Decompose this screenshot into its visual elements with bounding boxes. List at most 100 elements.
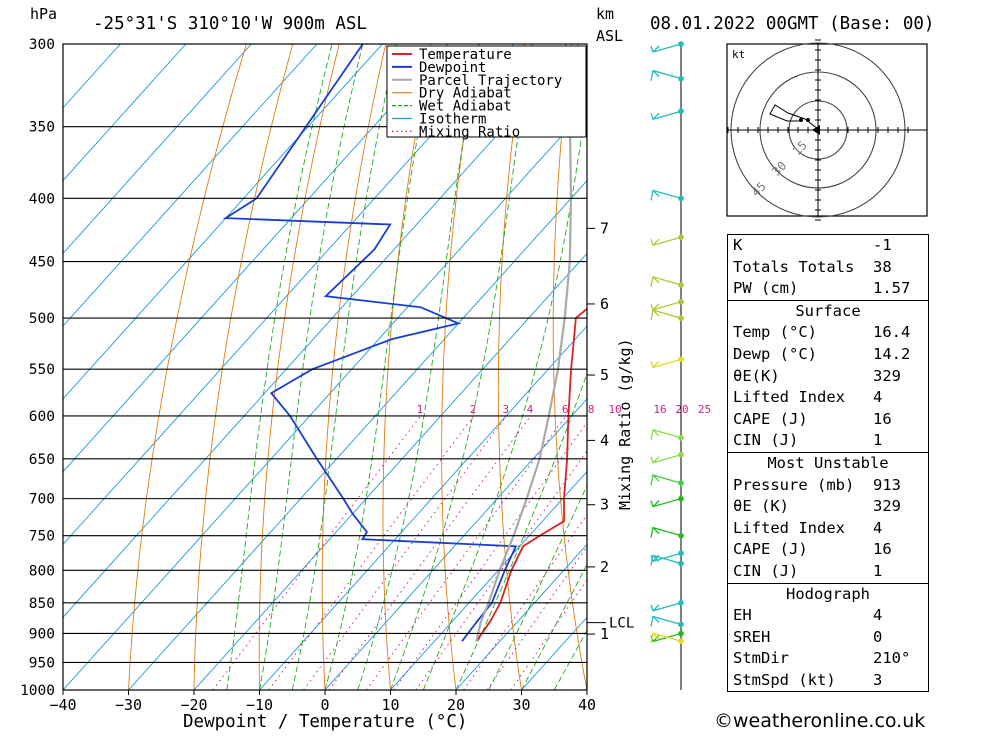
- isotherm-line: [0, 44, 448, 690]
- wet-adiabat-line: [456, 44, 670, 690]
- surface-dewp-row: Dewp (°C) 14.2: [728, 344, 928, 366]
- wind-level-dot: [678, 600, 684, 606]
- temp-tick-label: 40: [578, 696, 596, 714]
- wind-level-dot: [678, 638, 684, 644]
- surface-cin-label: CIN (J): [733, 430, 798, 452]
- pressure-tick-label: 300: [29, 37, 55, 53]
- surface-thetae-value: 329: [873, 366, 901, 388]
- pw-value: 1.57: [873, 278, 910, 300]
- stmspd-value: 3: [873, 670, 882, 692]
- wind-level-dot: [678, 480, 684, 486]
- wet-adiabat-line: [292, 44, 396, 690]
- mixing-ratio-line: [269, 416, 474, 690]
- mu-thetae-row: θE (K) 329: [728, 496, 928, 518]
- surface-cape-row: CAPE (J)16: [728, 409, 928, 431]
- surface-temp-value: 16.4: [873, 322, 910, 344]
- km-tick-label: 7: [600, 219, 609, 237]
- surface-cape-label: CAPE (J): [733, 409, 808, 431]
- most-unstable-header: Most Unstable: [728, 452, 928, 475]
- surface-thetae-label: θE(K): [733, 366, 780, 388]
- wind-barb: [651, 71, 681, 81]
- surface-li-value: 4: [873, 387, 882, 409]
- wind-barb: [651, 302, 681, 310]
- pressure-tick-label: 350: [29, 120, 55, 136]
- mu-cin-label: CIN (J): [733, 561, 798, 583]
- sreh-label: SREH: [733, 627, 770, 649]
- mu-cin-value: 1: [873, 561, 882, 583]
- mixing-ratio-label: 6: [562, 403, 569, 416]
- pressure-tick-label: 950: [29, 655, 55, 671]
- wind-level-dot: [678, 622, 684, 628]
- mixing-ratio-line: [329, 416, 531, 690]
- wind-barb: [651, 277, 681, 287]
- wind-barb: [651, 603, 681, 611]
- mixing-ratio-label: 2: [470, 403, 477, 416]
- wind-barb: [651, 475, 681, 485]
- isotherm-line: [0, 44, 382, 690]
- wind-level-dot: [678, 282, 684, 288]
- sreh-row: SREH 0: [728, 627, 928, 649]
- mu-thetae-label: θE (K): [733, 496, 789, 518]
- mixing-ratio-line: [304, 416, 507, 690]
- mixing-ratio-label: 25: [698, 403, 711, 416]
- mixing-ratio-label: 3: [503, 403, 510, 416]
- wind-level-dot: [678, 299, 684, 305]
- mixing-ratio-label: 20: [675, 403, 688, 416]
- mu-cin-row: CIN (J) 1: [728, 561, 928, 583]
- legend-entry: Mixing Ratio: [419, 124, 520, 140]
- pressure-tick-label: 600: [29, 409, 55, 425]
- surface-header: Surface: [728, 300, 928, 323]
- pressure-tick-label: 700: [29, 492, 55, 508]
- pw-row: PW (cm) 1.57: [728, 278, 928, 300]
- wind-barb: [651, 111, 681, 119]
- wind-level-dot: [678, 631, 684, 637]
- wind-barb: [651, 190, 681, 200]
- km-tick-label: 6: [600, 295, 609, 313]
- temp-tick-label: −30: [115, 696, 142, 714]
- location-title: -25°31'S 310°10'W 900m ASL: [93, 14, 367, 34]
- pressure-tick-label: 500: [29, 311, 55, 327]
- dry-adiabat-line: [129, 44, 247, 690]
- surface-dewp-label: Dewp (°C): [733, 344, 817, 366]
- wind-level-dot: [678, 234, 684, 240]
- x-axis-label: Dewpoint / Temperature (°C): [183, 712, 467, 732]
- pw-label: PW (cm): [733, 278, 798, 300]
- isotherm-line: [194, 44, 775, 690]
- dry-adiabat-line: [259, 44, 339, 690]
- wind-level-dot: [678, 76, 684, 82]
- dry-adiabat-line: [989, 44, 1000, 690]
- mixing-ratio-label: 8: [588, 403, 595, 416]
- surface-dewp-value: 14.2: [873, 344, 910, 366]
- pressure-tick-label: 900: [29, 626, 55, 642]
- dry-adiabat-line: [498, 44, 525, 690]
- wind-barb: [651, 455, 681, 463]
- mu-pressure-value: 913: [873, 475, 901, 497]
- pressure-tick-label: 800: [29, 563, 55, 579]
- dry-adiabat-line: [658, 44, 718, 690]
- isotherm-line: [0, 44, 120, 690]
- wind-barb: [651, 430, 681, 440]
- mu-cape-row: CAPE (J)16: [728, 539, 928, 561]
- wind-barb: [651, 617, 681, 627]
- sreh-value: 0: [873, 627, 882, 649]
- k-index-row: K-1: [728, 235, 928, 257]
- dry-adiabat-line: [943, 44, 1000, 690]
- hodograph-point: [806, 118, 810, 122]
- k-index-value: -1: [873, 235, 892, 257]
- hodograph-point: [799, 118, 803, 122]
- stmspd-label: StmSpd (kt): [733, 670, 836, 692]
- mixing-ratio-label: 4: [527, 403, 534, 416]
- copyright-footer: ©weatheronline.co.uk: [714, 710, 925, 732]
- wind-level-dot: [678, 561, 684, 567]
- mu-pressure-row: Pressure (mb)913: [728, 475, 928, 497]
- asl-label: ASL: [596, 27, 623, 45]
- wind-level-dot: [678, 496, 684, 502]
- mu-thetae-value: 329: [873, 496, 901, 518]
- temp-tick-label: −40: [49, 696, 76, 714]
